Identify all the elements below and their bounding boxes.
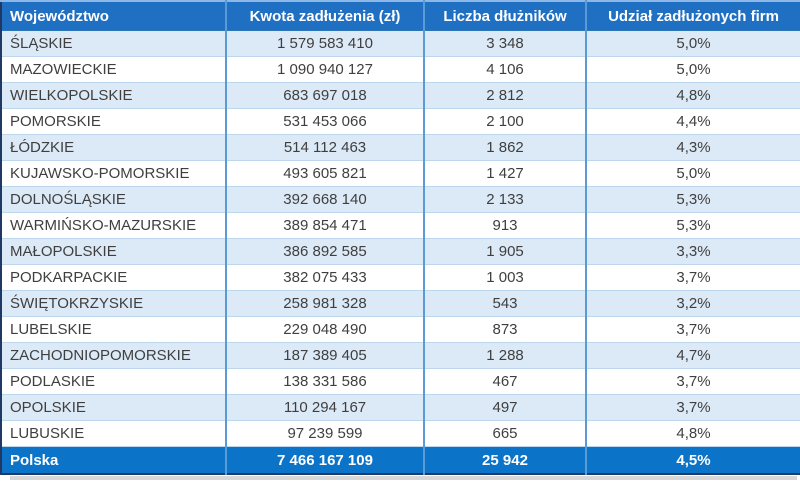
region-cell: ŁÓDZKIE <box>1 134 226 161</box>
table-body: ŚLĄSKIE 1 579 583 410 3 348 5,0% MAZOWIECKIE… <box>1 30 800 447</box>
table-row: LUBUSKIE 97 239 599 665 4,8% <box>1 420 800 447</box>
table-row: WARMIŃSKO-MAZURSKIE 389 854 471 913 5,3% <box>1 212 800 239</box>
region-cell: KUJAWSKO-POMORSKIE <box>1 160 226 187</box>
region-cell: ZACHODNIOPOMORSKIE <box>1 342 226 369</box>
debt-amount-cell: 382 075 433 <box>225 264 424 291</box>
region-cell: POMORSKIE <box>1 108 226 135</box>
table-row: LUBELSKIE 229 048 490 873 3,7% <box>1 316 800 343</box>
region-cell: WARMIŃSKO-MAZURSKIE <box>1 212 226 239</box>
debtor-count-cell: 467 <box>423 368 586 395</box>
table-row: PODLASKIE 138 331 586 467 3,7% <box>1 368 800 395</box>
region-cell: LUBUSKIE <box>1 420 226 447</box>
share-cell: 4,3% <box>585 134 800 161</box>
region-cell: DOLNOŚLĄSKIE <box>1 186 226 213</box>
debtor-count-cell: 1 288 <box>423 342 586 369</box>
share-cell: 3,7% <box>585 394 800 421</box>
total-label-cell: Polska <box>1 446 226 474</box>
debtor-count-cell: 1 427 <box>423 160 586 187</box>
debt-amount-cell: 392 668 140 <box>225 186 424 213</box>
debtor-count-cell: 2 812 <box>423 82 586 109</box>
debt-amount-cell: 97 239 599 <box>225 420 424 447</box>
total-share-cell: 4,5% <box>585 446 800 474</box>
region-cell: ŚWIĘTOKRZYSKIE <box>1 290 226 317</box>
debtor-count-cell: 4 106 <box>423 56 586 83</box>
table-row: KUJAWSKO-POMORSKIE 493 605 821 1 427 5,0% <box>1 160 800 187</box>
debt-amount-cell: 531 453 066 <box>225 108 424 135</box>
table-row: PODKARPACKIE 382 075 433 1 003 3,7% <box>1 264 800 291</box>
share-cell: 5,3% <box>585 212 800 239</box>
share-cell: 3,7% <box>585 264 800 291</box>
debtor-count-cell: 2 100 <box>423 108 586 135</box>
table-row: MAZOWIECKIE 1 090 940 127 4 106 5,0% <box>1 56 800 83</box>
share-cell: 5,0% <box>585 30 800 57</box>
table-header: Województwo Kwota zadłużenia (zł) Liczba… <box>1 1 800 31</box>
share-cell: 5,0% <box>585 56 800 83</box>
debt-amount-cell: 1 090 940 127 <box>225 56 424 83</box>
debtor-count-cell: 497 <box>423 394 586 421</box>
debt-amount-cell: 138 331 586 <box>225 368 424 395</box>
table-row: ŚLĄSKIE 1 579 583 410 3 348 5,0% <box>1 30 800 57</box>
share-cell: 3,7% <box>585 316 800 343</box>
table-row: DOLNOŚLĄSKIE 392 668 140 2 133 5,3% <box>1 186 800 213</box>
table-row: OPOLSKIE 110 294 167 497 3,7% <box>1 394 800 421</box>
share-cell: 3,7% <box>585 368 800 395</box>
debt-amount-cell: 110 294 167 <box>225 394 424 421</box>
table-shadow <box>10 476 797 480</box>
total-row: Polska 7 466 167 109 25 942 4,5% <box>1 446 800 474</box>
share-cell: 4,8% <box>585 420 800 447</box>
column-header-debtor-count: Liczba dłużników <box>423 1 586 31</box>
share-cell: 5,3% <box>585 186 800 213</box>
total-debtors-cell: 25 942 <box>423 446 586 474</box>
table-row: ŁÓDZKIE 514 112 463 1 862 4,3% <box>1 134 800 161</box>
region-cell: ŚLĄSKIE <box>1 30 226 57</box>
table-row: ZACHODNIOPOMORSKIE 187 389 405 1 288 4,7% <box>1 342 800 369</box>
share-cell: 4,4% <box>585 108 800 135</box>
debtor-count-cell: 3 348 <box>423 30 586 57</box>
debt-amount-cell: 683 697 018 <box>225 82 424 109</box>
region-cell: WIELKOPOLSKIE <box>1 82 226 109</box>
region-cell: MAŁOPOLSKIE <box>1 238 226 265</box>
total-debt-cell: 7 466 167 109 <box>225 446 424 474</box>
debtor-count-cell: 543 <box>423 290 586 317</box>
table-row: POMORSKIE 531 453 066 2 100 4,4% <box>1 108 800 135</box>
debtor-count-cell: 665 <box>423 420 586 447</box>
debt-table: Województwo Kwota zadłużenia (zł) Liczba… <box>0 0 800 475</box>
debt-amount-cell: 258 981 328 <box>225 290 424 317</box>
header-row: Województwo Kwota zadłużenia (zł) Liczba… <box>1 1 800 31</box>
region-cell: MAZOWIECKIE <box>1 56 226 83</box>
debtor-count-cell: 873 <box>423 316 586 343</box>
debtor-count-cell: 1 003 <box>423 264 586 291</box>
share-cell: 3,3% <box>585 238 800 265</box>
debt-amount-cell: 1 579 583 410 <box>225 30 424 57</box>
table-row: ŚWIĘTOKRZYSKIE 258 981 328 543 3,2% <box>1 290 800 317</box>
region-cell: PODKARPACKIE <box>1 264 226 291</box>
column-header-debt-share: Udział zadłużonych firm <box>585 1 800 31</box>
table-row: WIELKOPOLSKIE 683 697 018 2 812 4,8% <box>1 82 800 109</box>
table-footer: Polska 7 466 167 109 25 942 4,5% <box>1 446 800 474</box>
debtor-count-cell: 2 133 <box>423 186 586 213</box>
debt-amount-cell: 493 605 821 <box>225 160 424 187</box>
region-cell: OPOLSKIE <box>1 394 226 421</box>
debt-amount-cell: 514 112 463 <box>225 134 424 161</box>
share-cell: 5,0% <box>585 160 800 187</box>
debtor-count-cell: 1 862 <box>423 134 586 161</box>
debtor-count-cell: 913 <box>423 212 586 239</box>
debt-amount-cell: 389 854 471 <box>225 212 424 239</box>
share-cell: 4,8% <box>585 82 800 109</box>
share-cell: 3,2% <box>585 290 800 317</box>
debtor-count-cell: 1 905 <box>423 238 586 265</box>
debt-amount-cell: 229 048 490 <box>225 316 424 343</box>
region-cell: PODLASKIE <box>1 368 226 395</box>
column-header-debt-amount: Kwota zadłużenia (zł) <box>225 1 424 31</box>
debt-amount-cell: 187 389 405 <box>225 342 424 369</box>
table-row: MAŁOPOLSKIE 386 892 585 1 905 3,3% <box>1 238 800 265</box>
debt-amount-cell: 386 892 585 <box>225 238 424 265</box>
column-header-region: Województwo <box>1 1 226 31</box>
share-cell: 4,7% <box>585 342 800 369</box>
region-cell: LUBELSKIE <box>1 316 226 343</box>
